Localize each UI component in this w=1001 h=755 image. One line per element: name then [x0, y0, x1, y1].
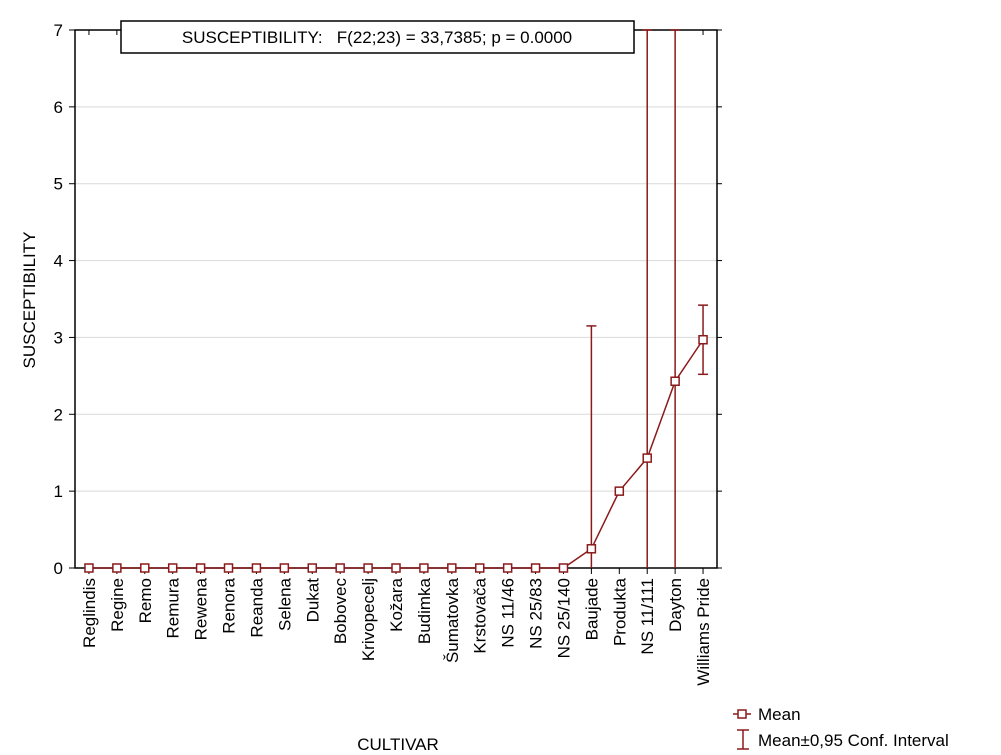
- legend-mean-marker: [733, 709, 751, 719]
- x-tick-label-2: Remo: [136, 578, 155, 623]
- mean-point-9: [335, 563, 345, 573]
- mean-point-5: [223, 563, 234, 573]
- x-tick-label-1: Regine: [108, 578, 127, 632]
- chart-title: SUSCEPTIBILITY: F(22;23) = 33,7385; p = …: [182, 28, 572, 47]
- y-tick-label-2: 2: [54, 405, 63, 424]
- mean-point-19: [614, 486, 625, 496]
- x-tick-label-18: Baujade: [582, 578, 601, 640]
- x-axis-label: CULTIVAR: [357, 735, 439, 754]
- mean-point-14: [474, 563, 485, 573]
- x-tick-label-10: Krivopecelj: [359, 578, 378, 661]
- mean-point-18: [586, 544, 597, 554]
- x-tick-label-16: NS 25/83: [527, 578, 546, 649]
- x-tick-label-9: Bobovec: [331, 578, 350, 645]
- legend-ci-marker: [737, 729, 749, 750]
- y-tick-label-4: 4: [54, 252, 63, 271]
- mean-line: [88, 339, 704, 569]
- grid: [75, 29, 717, 492]
- legend-mean-label: Mean: [758, 705, 801, 724]
- x-tick-label-20: NS 11/111: [638, 578, 657, 655]
- mean-point-21: [670, 376, 680, 386]
- x-tick-label-0: Reglindis: [80, 578, 99, 648]
- mean-point-17: [558, 563, 569, 573]
- x-tick-label-19: Produkta: [610, 577, 629, 646]
- x-tick-label-22: Williams Pride: [694, 578, 713, 686]
- y-tick-label-5: 5: [54, 175, 63, 194]
- mean-point-20: [642, 453, 652, 463]
- mean-point-10: [363, 563, 373, 573]
- mean-point-8: [307, 563, 318, 573]
- mean-point-1: [112, 563, 122, 573]
- x-tick-label-13: Šumatovka: [443, 577, 462, 663]
- y-tick-label-1: 1: [54, 482, 63, 501]
- mean-point-15: [502, 563, 513, 573]
- x-tick-label-11: Kožara: [387, 577, 406, 631]
- mean-point-22: [698, 334, 708, 345]
- x-tick-label-4: Rewena: [192, 577, 211, 640]
- x-tick-label-17: NS 25/140: [554, 578, 573, 658]
- title-box: SUSCEPTIBILITY: F(22;23) = 33,7385; p = …: [120, 20, 635, 54]
- legend: Mean Mean±0,95 Conf. Interval: [733, 705, 949, 750]
- x-tick-label-21: Dayton: [666, 578, 685, 632]
- x-tick-label-8: Dukat: [303, 578, 322, 623]
- mean-point-12: [419, 563, 429, 573]
- mean-point-11: [391, 563, 401, 573]
- y-tick-label-0: 0: [54, 559, 63, 578]
- x-tick-label-3: Remura: [164, 577, 183, 638]
- mean-point-6: [251, 563, 262, 573]
- mean-point-0: [84, 563, 94, 573]
- y-tick-label-3: 3: [54, 328, 63, 347]
- y-axis: 0 1 2 3 4 5 6 7: [54, 21, 722, 578]
- mean-point-7: [279, 563, 290, 573]
- x-tick-label-6: Reanda: [247, 577, 266, 637]
- mean-point-2: [140, 563, 150, 573]
- x-tick-label-7: Selena: [275, 577, 294, 630]
- x-axis: Reglindis Regine Remo Remura Rewena Renora Rea…: [80, 30, 713, 686]
- x-tick-label-5: Renora: [220, 577, 239, 633]
- mean-point-3: [167, 563, 178, 573]
- y-axis-label: SUSCEPTIBILITY: [20, 232, 39, 369]
- y-tick-label-6: 6: [54, 98, 63, 117]
- legend-ci-label: Mean±0,95 Conf. Interval: [758, 731, 949, 750]
- mean-point-16: [530, 563, 541, 573]
- x-tick-label-15: NS 11/46: [499, 578, 518, 648]
- mean-point-13: [447, 563, 457, 573]
- x-tick-label-14: Krstovača: [471, 577, 490, 653]
- x-tick-label-12: Budimka: [415, 577, 434, 644]
- y-tick-label-7: 7: [54, 21, 63, 40]
- mean-point-4: [195, 563, 206, 573]
